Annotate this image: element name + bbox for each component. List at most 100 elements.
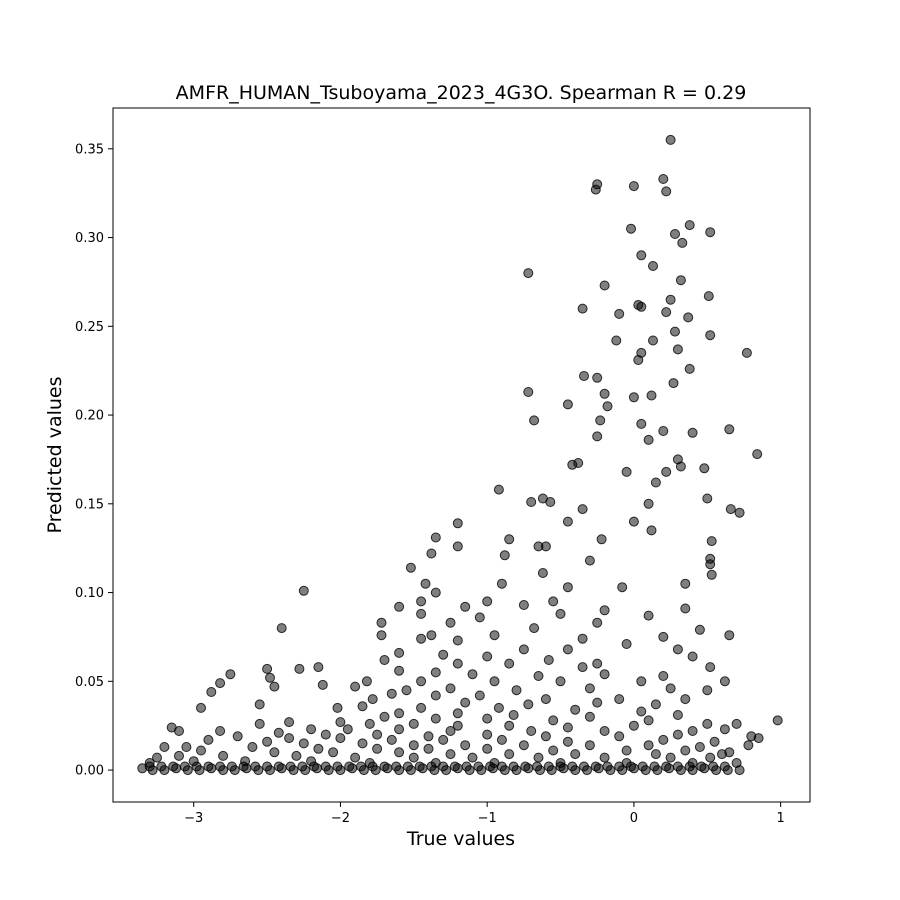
data-point [523,268,534,279]
data-point [276,623,287,634]
data-point [493,702,504,713]
data-point [665,683,676,694]
data-point [753,733,764,744]
data-point [650,749,661,760]
data-point [636,676,647,687]
data-point [643,434,654,445]
data-point [179,761,190,772]
x-tick-label: 0 [630,811,638,826]
data-point [460,697,471,708]
data-point [636,706,647,717]
data-point [496,734,507,745]
data-point [706,536,717,547]
data-point [265,672,275,683]
data-point [262,736,273,747]
data-point [614,694,625,705]
data-point [646,525,657,536]
data-point [545,497,556,507]
data-point [504,658,515,669]
data-point [661,307,672,318]
data-point [262,761,273,772]
data-point [665,294,676,305]
data-point [156,761,167,772]
data-point [628,720,639,731]
data-point [294,663,305,674]
data-point [269,681,280,692]
data-point [379,711,390,722]
data-point [741,347,752,358]
data-point [648,261,658,271]
x-tick-label: −2 [331,811,350,826]
data-point [555,676,566,687]
data-point [628,181,639,192]
data-point [313,743,324,754]
x-tick-label: −1 [478,811,497,826]
data-point [672,454,683,465]
data-point [196,745,206,756]
data-point [672,644,683,655]
data-point [579,761,589,772]
data-point [548,745,559,756]
data-point [672,344,683,355]
data-point [426,761,437,772]
data-point [438,761,449,772]
data-point [523,699,534,710]
data-point [342,724,353,735]
data-point [226,761,237,772]
data-point [367,761,378,772]
data-point [386,688,397,699]
data-point [592,617,603,628]
data-point [703,291,714,302]
data-point [734,765,745,776]
x-axis-label: True values [406,828,515,850]
data-point [408,752,419,763]
data-point [694,742,705,752]
data-point [416,633,427,644]
data-point [405,562,416,573]
data-point [159,742,170,752]
data-point [482,596,493,607]
data-point [752,449,763,460]
data-point [643,740,654,751]
data-point [614,308,625,319]
data-point [705,752,716,763]
data-point [717,749,727,760]
data-point [394,601,405,612]
data-point [696,761,707,772]
data-point [262,663,273,674]
data-point [297,761,308,772]
data-point [724,424,735,435]
data-point [705,227,716,238]
data-point [643,498,654,509]
data-point [533,752,544,763]
data-point [636,250,647,261]
data-point [617,582,628,593]
data-point [445,617,456,628]
chart-title: AMFR_HUMAN_Tsuboyama_2023_4G3O. Spearman… [176,82,747,104]
scatter-points [137,134,783,776]
data-point [504,749,515,760]
data-point [592,697,603,708]
data-point [628,516,639,527]
data-point [449,761,460,772]
data-point [570,749,581,760]
data-point [313,662,324,673]
data-point [684,220,695,231]
data-point [203,761,214,772]
data-point [526,726,537,736]
data-point [332,702,343,713]
data-point [335,733,346,744]
data-point [438,734,449,745]
data-point [215,678,226,689]
data-point [687,427,698,438]
data-point [540,731,551,742]
data-point [684,363,695,374]
data-point [633,355,644,365]
data-point [658,426,669,436]
data-point [452,658,463,669]
data-point [687,651,698,662]
data-point [628,392,639,403]
data-point [372,729,383,740]
data-point [320,729,331,740]
data-point [590,184,601,195]
